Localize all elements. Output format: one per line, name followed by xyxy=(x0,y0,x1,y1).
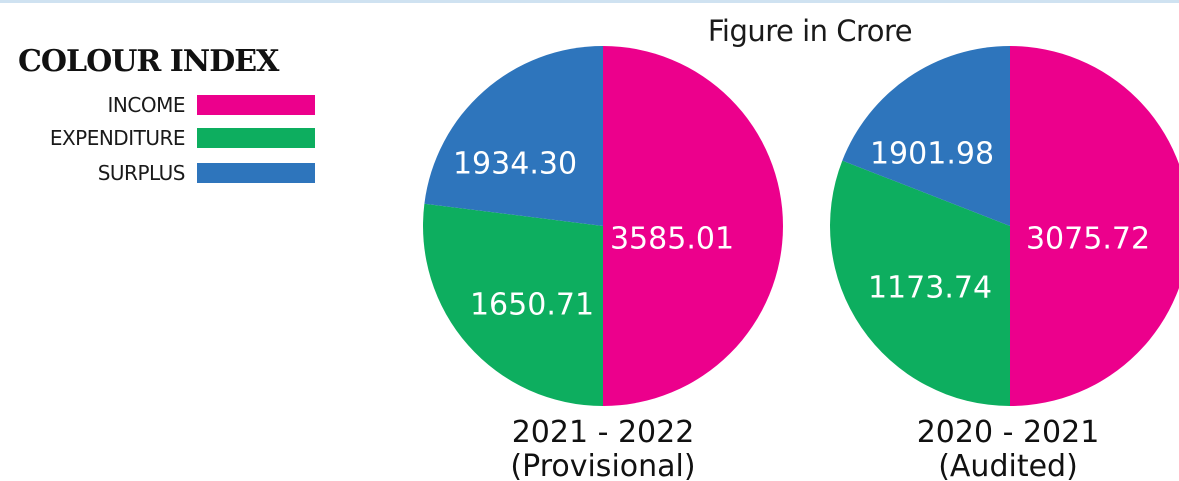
pie-1-slice-expenditure xyxy=(423,203,603,406)
legend-label-expenditure: EXPENDITURE xyxy=(49,126,186,150)
pie-1-slice-income xyxy=(603,46,783,406)
pie-1-label-expenditure: 1934.30 xyxy=(453,147,577,182)
chart-title: Figure in Crore xyxy=(707,14,913,48)
pie-1-label-surplus: 1650.71 xyxy=(470,288,594,323)
legend-item-surplus: SURPLUS xyxy=(98,161,315,185)
legend-label-surplus: SURPLUS xyxy=(97,161,186,185)
pie-2-slice-expenditure xyxy=(830,160,1010,406)
legend-title: COLOUR INDEX xyxy=(18,44,279,79)
legend-item-expenditure: EXPENDITURE xyxy=(50,126,315,150)
pie-2-slice-income xyxy=(1010,46,1179,406)
pie-2-caption-line-1: 2020 - 2021 xyxy=(917,415,1100,450)
pie-1-caption-line-1: 2021 - 2022 xyxy=(512,415,695,450)
top-divider xyxy=(0,0,1179,3)
pie-1-caption-line-2: (Provisional) xyxy=(510,449,695,481)
legend-swatch-income xyxy=(197,95,315,115)
legend-label-income: INCOME xyxy=(107,93,186,117)
pie-2-label-surplus: 1173.74 xyxy=(868,271,992,306)
pie-1-label-income: 3585.01 xyxy=(610,222,734,257)
pie-2-slice-surplus xyxy=(842,46,1010,226)
pie-2-label-expenditure: 1901.98 xyxy=(870,137,994,172)
legend-item-income: INCOME xyxy=(108,93,315,117)
legend-swatch-surplus xyxy=(197,163,315,183)
pie-1-slice-surplus xyxy=(424,46,603,226)
pie-2-caption-line-2: (Audited) xyxy=(938,449,1078,481)
pie-2-label-income: 3075.72 xyxy=(1026,222,1150,257)
legend-swatch-expenditure xyxy=(197,128,315,148)
